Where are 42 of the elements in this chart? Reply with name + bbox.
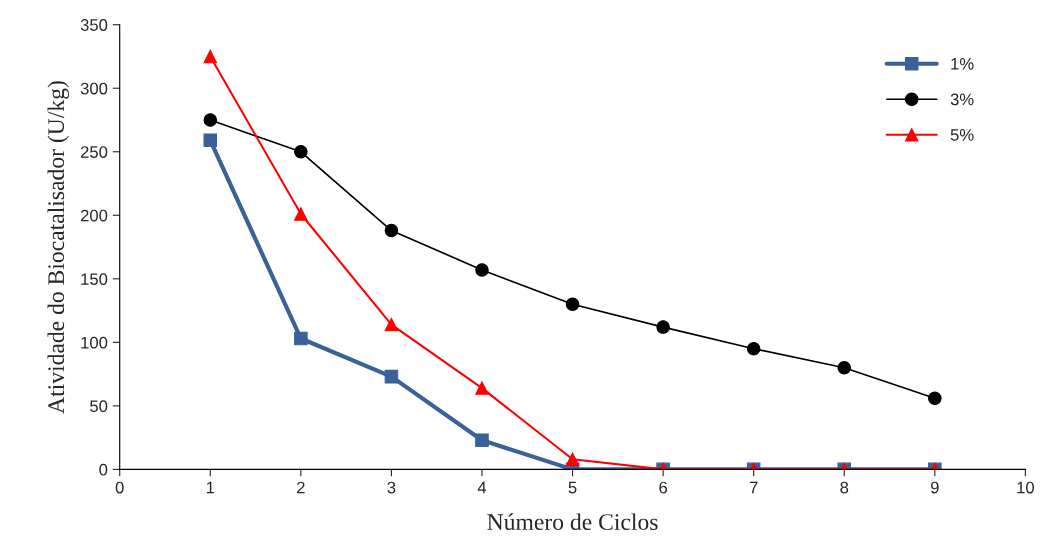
point	[475, 263, 489, 277]
point	[294, 144, 308, 159]
x-tick-label: 4	[477, 481, 487, 494]
x-tick-label: 5	[568, 481, 577, 494]
point	[565, 452, 580, 466]
point	[928, 391, 942, 406]
y-tick-label: 0	[99, 463, 108, 476]
point	[203, 113, 218, 127]
point	[384, 223, 399, 238]
x-tick-label: 2	[297, 481, 305, 494]
point	[656, 320, 670, 334]
point	[203, 49, 218, 64]
legend-label: 5%	[950, 129, 974, 141]
x-tick-label: 6	[659, 481, 668, 494]
x-tick-label: 1	[206, 481, 215, 494]
point	[203, 133, 218, 148]
point	[837, 360, 852, 375]
point	[294, 331, 308, 346]
x-tick-label: 7	[749, 481, 758, 494]
point	[384, 317, 399, 332]
y-tick-label: 100	[81, 336, 108, 349]
point	[475, 433, 489, 447]
point	[475, 381, 489, 395]
x-tick-label: 0	[115, 481, 124, 494]
legend-label: 1%	[951, 58, 974, 70]
point	[565, 297, 580, 311]
y-tick-label: 200	[80, 209, 108, 222]
x-tick-label: 3	[387, 481, 396, 494]
legend-label: 3%	[950, 93, 974, 106]
y-axis-title: Atividade do Biocatalisador (U/kg)	[47, 81, 69, 414]
y-tick-label: 300	[80, 82, 108, 95]
x-tick-label: 9	[930, 481, 939, 494]
y-tick-label: 150	[81, 273, 108, 286]
y-tick-label: 50	[90, 400, 108, 413]
y-tick-label: 250	[80, 146, 108, 158]
point	[746, 341, 761, 356]
y-tick-label: 350	[80, 19, 108, 31]
x-tick-label: 8	[840, 481, 849, 494]
point	[294, 207, 308, 221]
point	[384, 369, 399, 384]
x-tick-label: 10	[1017, 481, 1034, 494]
x-axis-title: Número de Ciclos	[487, 513, 658, 531]
